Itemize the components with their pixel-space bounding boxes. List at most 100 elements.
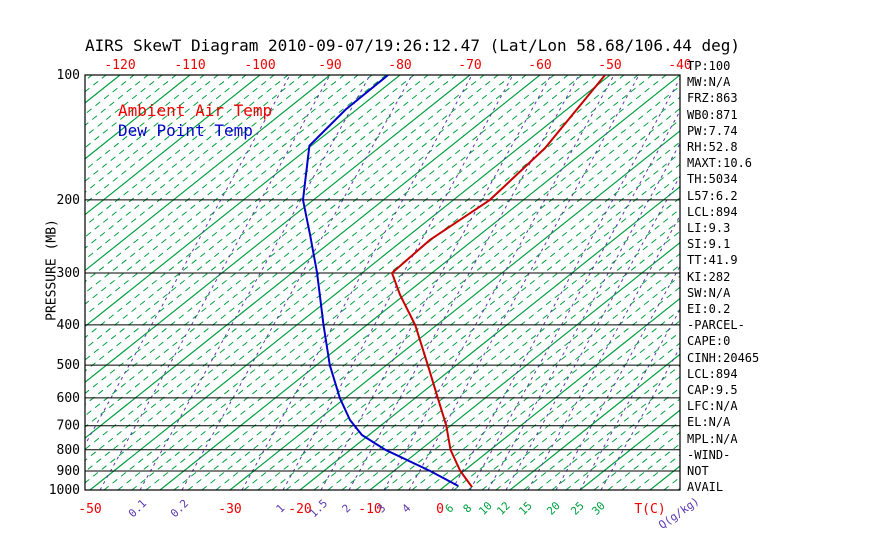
mixing-ratio-line: [282, 75, 514, 490]
isotherm-minor-line: [103, 75, 625, 490]
isotherm-minor-line: [285, 174, 680, 490]
isotherm-minor-line: [85, 75, 219, 182]
isotherm-minor-line: [85, 75, 387, 316]
mixing-ratio-label: 0.1: [126, 497, 149, 520]
isotherm-minor-line: [85, 75, 485, 395]
top-temp-label: -50: [598, 58, 621, 73]
isotherm-minor-line: [0, 75, 8, 490]
isotherm-major-line: [85, 75, 401, 328]
top-temp-label: -90: [318, 58, 341, 73]
metric-line: TH:5034: [687, 172, 738, 187]
isotherm-minor-line: [313, 197, 680, 490]
isotherm-major-line: [579, 409, 680, 490]
metric-line: MW:N/A: [687, 75, 731, 90]
top-temp-label: -60: [528, 58, 551, 73]
isotherm-minor-line: [145, 75, 667, 490]
metric-line: KI:282: [687, 269, 731, 284]
metric-line: NOT: [687, 464, 709, 479]
isotherm-minor-line: [85, 75, 303, 249]
metric-line: L57:6.2: [687, 188, 738, 203]
mixing-ratio-label: 4: [400, 501, 414, 515]
metric-line: EL:N/A: [687, 415, 731, 430]
pressure-tick-label: 200: [57, 193, 80, 208]
metric-line: -PARCEL-: [687, 318, 745, 333]
bottom-temp-label: -10: [358, 502, 381, 517]
metric-line: SI:9.1: [687, 237, 731, 252]
isotherm-major-line: [89, 75, 611, 490]
isotherm-minor-line: [117, 75, 639, 490]
isotherm-minor-line: [85, 75, 513, 417]
isotherm-minor-line: [411, 275, 680, 490]
metric-line: MPL:N/A: [687, 431, 738, 446]
metric-line: LI:9.3: [687, 221, 731, 236]
mixing-ratio-label: 25: [568, 499, 587, 518]
isotherm-minor-line: [85, 75, 415, 339]
isotherm-major-line: [369, 241, 680, 490]
isotherm-major-line: [85, 75, 331, 272]
isotherm-minor-line: [271, 163, 680, 490]
chart-title: AIRS SkewT Diagram 2010-09-07/19:26:12.4…: [85, 36, 741, 55]
isotherm-major-line: [299, 185, 680, 490]
metric-line: SW:N/A: [687, 285, 731, 300]
pressure-tick-label: 500: [57, 358, 80, 373]
pressure-tick-label: 600: [57, 391, 80, 406]
isotherm-minor-line: [341, 219, 680, 490]
mixing-ratio-label: 2: [340, 502, 354, 516]
mixing-ratio-line: [85, 75, 291, 446]
isotherm-major-line: [85, 75, 261, 216]
pressure-tick-label: 400: [57, 318, 80, 333]
isotherm-minor-line: [257, 152, 680, 490]
legend-ambient-air-temp: Ambient Air Temp: [118, 101, 273, 120]
mixing-ratio-label: 0.2: [168, 497, 191, 520]
mixing-ratio-label: 12: [494, 499, 513, 518]
isotherm-minor-line: [85, 75, 233, 193]
top-temp-label: -100: [244, 58, 275, 73]
mixing-ratio-label: 30: [589, 499, 608, 518]
isotherm-minor-line: [85, 75, 597, 484]
metric-line: TP:100: [687, 59, 731, 73]
isotherm-minor-line: [327, 208, 680, 490]
isotherm-minor-line: [85, 75, 107, 93]
isotherm-minor-line: [85, 75, 177, 149]
metric-line: CAPE:0: [687, 334, 731, 349]
metric-line: -WIND-: [687, 447, 731, 462]
mixing-ratio-line: [579, 308, 680, 490]
isotherm-minor-line: [355, 230, 680, 490]
grid-lines: [0, 75, 680, 490]
isotherm-major-line: [649, 465, 680, 490]
mixing-ratio-line: [555, 265, 680, 490]
isotherm-minor-line: [85, 75, 429, 350]
mixing-ratio-label: 10: [476, 499, 495, 518]
pressure-tick-label: 700: [57, 419, 80, 434]
isotherm-minor-line: [481, 331, 680, 490]
top-temp-label: -40: [668, 58, 691, 73]
mixing-ratio-label: 8: [461, 502, 475, 516]
metric-line: LCL:894: [687, 204, 738, 219]
metric-line: EI:0.2: [687, 302, 731, 317]
isotherm-minor-line: [551, 387, 680, 490]
isotherm-minor-line: [383, 253, 680, 490]
isotherm-minor-line: [85, 75, 527, 428]
mixing-ratio-line: [181, 75, 413, 490]
isotherm-minor-line: [85, 75, 373, 305]
bottom-temp-label: -50: [78, 502, 101, 517]
metric-line: AVAIL: [687, 480, 724, 495]
isotherm-minor-line: [85, 75, 443, 361]
mixing-ratio-line: [99, 75, 331, 490]
mixing-ratio-label: 6: [443, 502, 457, 516]
pressure-tick-label: 100: [57, 68, 80, 83]
bottom-temp-label: -20: [288, 502, 311, 517]
pressure-tick-label: 800: [57, 443, 80, 458]
metric-line: CINH:20465: [687, 350, 760, 365]
pressure-tick-label: 900: [57, 464, 80, 479]
mixing-ratio-line: [383, 75, 615, 490]
isotherm-major-line: [159, 75, 680, 490]
mixing-ratio-line: [348, 75, 580, 490]
isotherm-minor-line: [187, 96, 680, 490]
top-temp-label: -80: [388, 58, 411, 73]
isotherm-minor-line: [397, 264, 680, 490]
isotherm-minor-line: [215, 119, 680, 490]
isotherm-minor-line: [537, 376, 680, 490]
ambient-temp-curve: [391, 75, 606, 488]
